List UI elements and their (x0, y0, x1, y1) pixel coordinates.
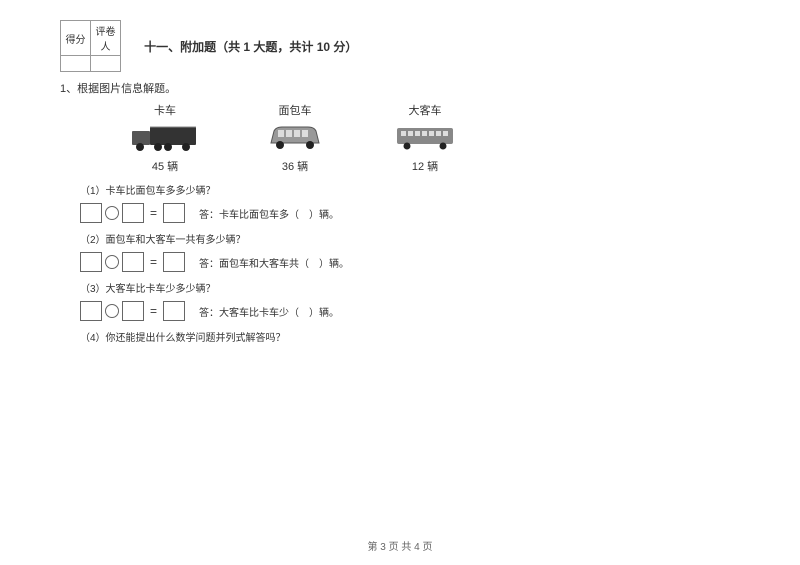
equation-row-2: = 答：面包车和大客车共（ ）辆。 (60, 252, 740, 272)
equation-box (122, 252, 144, 272)
main-question: 1、根据图片信息解题。 (60, 80, 740, 96)
bus-label: 大客车 (360, 102, 490, 118)
score-label-cell: 得分 (61, 21, 91, 56)
answer-text-2: 答：面包车和大客车共（ ）辆。 (199, 255, 349, 270)
equals-sign: = (150, 255, 157, 269)
equation-box (80, 301, 102, 321)
answer-text-3: 答：大客车比卡车少（ ）辆。 (199, 304, 339, 319)
vehicles-row: 卡车 45 辆 面包车 (60, 102, 740, 174)
equation-box (163, 301, 185, 321)
equals-sign: = (150, 304, 157, 318)
vehicle-bus-col: 大客车 12 辆 (360, 102, 490, 174)
bus-icon (360, 122, 490, 154)
equals-sign: = (150, 206, 157, 220)
truck-icon (100, 122, 230, 154)
grader-value-cell (91, 56, 121, 72)
score-value-cell (61, 56, 91, 72)
van-label: 面包车 (230, 102, 360, 118)
equation-operator-circle (105, 304, 119, 318)
score-table: 得分 评卷人 (60, 20, 121, 72)
bus-count: 12 辆 (360, 158, 490, 174)
equation-box (163, 252, 185, 272)
equation-operator-circle (105, 255, 119, 269)
equation-operator-circle (105, 206, 119, 220)
grader-label-cell: 评卷人 (91, 21, 121, 56)
answer-text-1: 答：卡车比面包车多（ ）辆。 (199, 206, 339, 221)
header-row: 得分 评卷人 十一、附加题（共 1 大题，共计 10 分） (60, 20, 740, 72)
equation-box (80, 203, 102, 223)
sub-question-2: （2）面包车和大客车一共有多少辆？ (60, 231, 740, 246)
equation-box (122, 203, 144, 223)
sub-question-3: （3）大客车比卡车少多少辆？ (60, 280, 740, 295)
section-title: 十一、附加题（共 1 大题，共计 10 分） (144, 38, 357, 55)
van-icon (230, 122, 360, 154)
sub-question-4: （4）你还能提出什么数学问题并列式解答吗？ (60, 329, 740, 344)
page-footer: 第 3 页 共 4 页 (0, 538, 800, 553)
vehicle-truck-col: 卡车 45 辆 (100, 102, 230, 174)
van-count: 36 辆 (230, 158, 360, 174)
equation-row-3: = 答：大客车比卡车少（ ）辆。 (60, 301, 740, 321)
equation-box (122, 301, 144, 321)
truck-label: 卡车 (100, 102, 230, 118)
equation-box (80, 252, 102, 272)
truck-count: 45 辆 (100, 158, 230, 174)
equation-row-1: = 答：卡车比面包车多（ ）辆。 (60, 203, 740, 223)
equation-box (163, 203, 185, 223)
vehicle-van-col: 面包车 36 辆 (230, 102, 360, 174)
sub-question-1: （1）卡车比面包车多多少辆？ (60, 182, 740, 197)
